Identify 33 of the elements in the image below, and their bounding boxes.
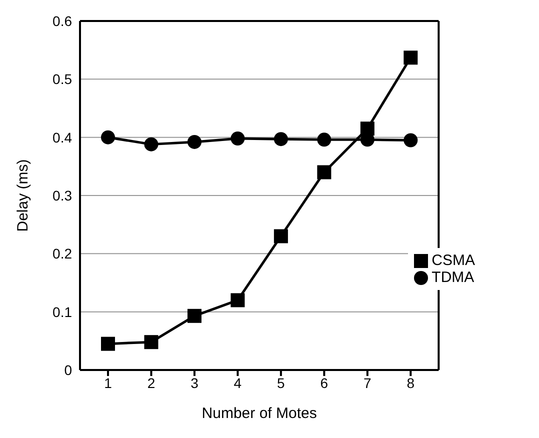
point (274, 132, 288, 146)
y-tick-label: 0.3 (52, 187, 72, 204)
x-tick-label: 7 (364, 374, 372, 391)
y-tick-label: 0 (64, 362, 72, 378)
point (230, 131, 245, 146)
point (101, 130, 115, 144)
point (404, 133, 418, 148)
point (187, 134, 202, 149)
legend-label: CSMA (432, 252, 475, 269)
y-tick-label: 0.2 (52, 246, 72, 262)
y-tick-label: 0.5 (52, 71, 72, 88)
x-tick-label: 3 (190, 374, 199, 391)
x-tick-label: 2 (147, 374, 156, 391)
point (317, 165, 332, 180)
point (317, 132, 332, 147)
point (144, 137, 158, 152)
point (230, 293, 245, 308)
point (187, 308, 202, 323)
point (101, 336, 115, 351)
point (404, 50, 418, 65)
x-tick-label: 8 (406, 374, 415, 391)
point (144, 335, 158, 350)
x-tick-label: 6 (320, 374, 328, 391)
y-tick-label: 0.6 (52, 12, 72, 29)
y-tick-label: 0.1 (52, 304, 72, 320)
x-tick-label: 1 (104, 374, 112, 391)
legend-label: TDMA (432, 269, 474, 286)
y-axis-title: Delay (ms) (14, 159, 32, 232)
x-axis-title: Number of Motes (202, 405, 317, 422)
point (274, 229, 288, 244)
x-tick-label: 4 (234, 374, 242, 391)
y-tick-label: 0.4 (52, 129, 72, 146)
x-tick-label: 5 (277, 374, 286, 391)
